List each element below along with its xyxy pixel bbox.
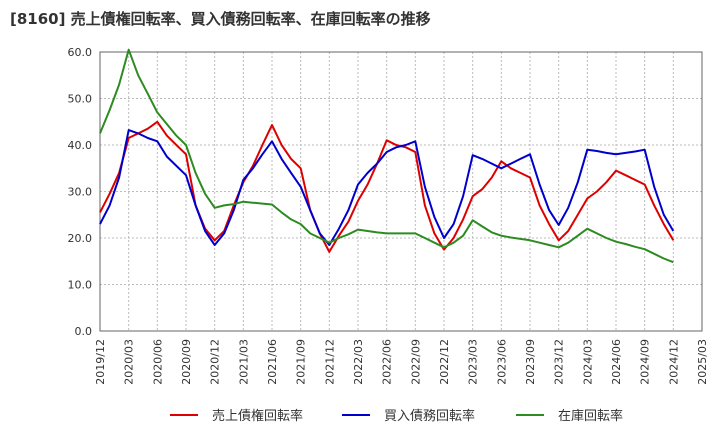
x-tick-label: 2021/09 — [295, 339, 308, 385]
x-tick-label: 2022/03 — [352, 339, 365, 385]
y-tick-label: 20.0 — [68, 232, 93, 245]
y-tick-label: 10.0 — [68, 279, 93, 292]
plot-border — [99, 51, 703, 332]
y-tick-label: 40.0 — [68, 139, 93, 152]
x-tick-label: 2020/06 — [151, 339, 164, 385]
x-tick-label: 2024/12 — [667, 339, 680, 385]
y-tick-label: 0.0 — [75, 325, 93, 338]
x-tick-label: 2023/09 — [524, 339, 537, 385]
y-tick-label: 30.0 — [68, 186, 93, 199]
x-tick-label: 2021/12 — [323, 339, 336, 385]
x-tick-label: 2019/12 — [94, 339, 107, 385]
series-line-3 — [99, 48, 674, 264]
x-tick-label: 2022/09 — [409, 339, 422, 385]
y-tick-label: 50.0 — [68, 93, 93, 106]
x-tick-label: 2022/12 — [438, 339, 451, 385]
legend-label-3: 在庫回転率 — [558, 408, 623, 424]
x-tick-label: 2020/09 — [180, 339, 193, 385]
x-tick-label: 2021/03 — [237, 339, 250, 385]
x-tick-label: 2024/03 — [581, 339, 594, 385]
legend-label-1: 売上債権回転率 — [212, 408, 303, 424]
series-line-2 — [99, 129, 675, 246]
x-tick-label: 2025/03 — [696, 339, 709, 385]
x-tick-label: 2023/03 — [467, 339, 480, 385]
chart-title: [8160] 売上債権回転率、買入債務回転率、在庫回転率の推移 — [10, 10, 431, 28]
x-tick-label: 2021/06 — [266, 339, 279, 385]
x-tick-label: 2020/12 — [209, 339, 222, 385]
x-tick-label: 2024/09 — [639, 339, 652, 385]
y-tick-label: 60.0 — [68, 46, 93, 59]
x-tick-label: 2020/03 — [123, 339, 136, 385]
x-tick-label: 2024/06 — [610, 339, 623, 385]
x-tick-label: 2023/06 — [495, 339, 508, 385]
x-tick-label: 2022/06 — [381, 339, 394, 385]
legend-label-2: 買入債務回転率 — [384, 408, 475, 424]
x-tick-label: 2023/12 — [553, 339, 566, 385]
